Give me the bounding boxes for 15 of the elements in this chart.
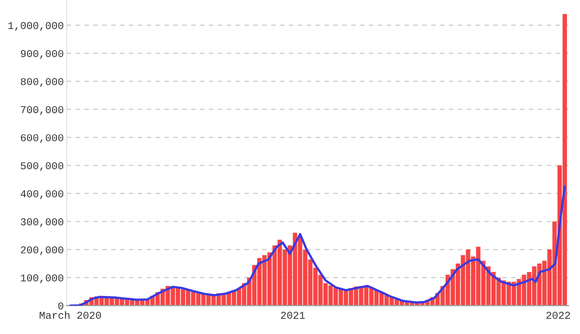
y-tick-label: 0 <box>58 302 64 310</box>
y-tick-label: 400,000 <box>20 190 64 200</box>
x-tick-label: 2021 <box>281 312 305 319</box>
y-tick-label: 700,000 <box>20 106 64 115</box>
y-tick-label: 900,000 <box>20 50 64 59</box>
y-tick-label: 1,000,000 <box>8 22 64 31</box>
line-series <box>69 185 566 306</box>
y-tick-label: 800,000 <box>20 78 64 87</box>
x-tick-label: March 2020 <box>40 311 101 319</box>
y-tick-label: 600,000 <box>20 134 64 144</box>
y-tick-label: 200,000 <box>20 246 64 256</box>
y-tick-label: 500,000 <box>20 162 64 172</box>
y-tick-label: 100,000 <box>20 274 64 284</box>
x-tick-label: 2022 <box>546 312 570 319</box>
y-tick-label: 300,000 <box>20 218 64 228</box>
